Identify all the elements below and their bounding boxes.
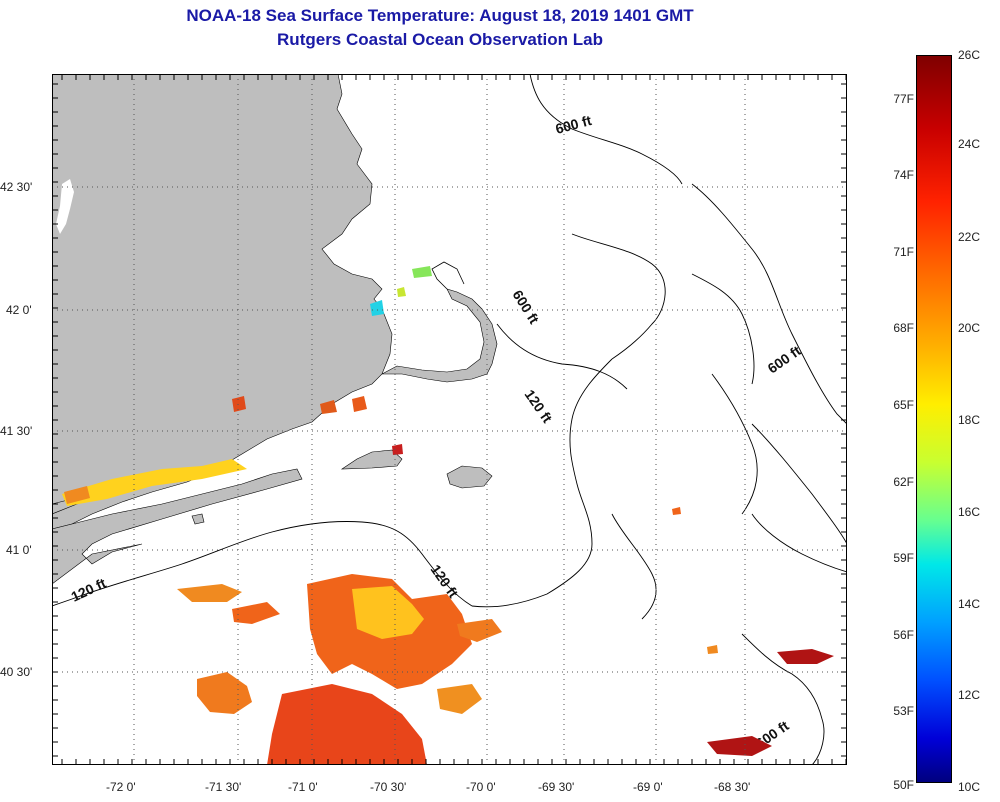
- mainland: [52, 74, 393, 530]
- sst-patch-mid-east: [437, 684, 482, 714]
- sst-patch-north-small: [232, 602, 280, 624]
- sst-patches: [62, 266, 834, 765]
- lat-label-40-30: 40 30': [0, 665, 33, 679]
- map-canvas: 600 ft 600 ft 600 ft 600 ft 120 ft 120 f…: [52, 74, 847, 765]
- sst-patch-bay-1: [232, 396, 246, 412]
- sst-patch-north-west: [177, 584, 242, 602]
- colorbar-f-label: 65F: [893, 398, 914, 412]
- lon-label-71-0: -71 0': [288, 780, 318, 794]
- sst-patch-coastal-orange: [64, 486, 90, 504]
- lat-label-42-0: 42 0': [6, 303, 32, 317]
- sst-patch-green-2: [397, 287, 406, 297]
- inland-lake: [56, 179, 74, 234]
- lat-lon-grid: [52, 74, 847, 765]
- map-title: NOAA-18 Sea Surface Temperature: August …: [186, 6, 694, 25]
- sst-patch-tiny-2: [672, 507, 681, 515]
- sst-patch-west: [197, 672, 252, 714]
- colorbar-c-label: 16C: [958, 505, 981, 519]
- colorbar-c-label: 26C: [958, 48, 981, 62]
- sst-patch-southeast: [707, 736, 772, 756]
- sst-patch-south: [267, 684, 427, 765]
- colorbar-f-label: 50F: [893, 778, 914, 792]
- colorbar-c-label: 14C: [958, 597, 981, 611]
- colorbar-c-label: 18C: [958, 413, 981, 427]
- colorbar-f-label: 71F: [893, 245, 914, 259]
- map-frame: [52, 74, 847, 765]
- sst-patch-bay-3: [352, 396, 367, 412]
- sst-patch-far-east: [777, 649, 834, 664]
- sst-patch-bay-2: [320, 400, 337, 414]
- lon-label-70-30: -70 30': [370, 780, 407, 794]
- sst-map: 600 ft 600 ft 600 ft 600 ft 120 ft 120 f…: [52, 74, 847, 765]
- sst-patch-coastal-strip: [62, 459, 247, 506]
- sst-patch-tiny-1: [707, 645, 718, 654]
- sst-patch-east-small: [457, 619, 502, 642]
- colorbar-f-label: 77F: [893, 92, 914, 106]
- sst-patch-red-island: [392, 444, 403, 455]
- south-coast: [52, 468, 303, 585]
- frame-ticks: [52, 74, 847, 765]
- colorbar-c-label: 22C: [958, 230, 981, 244]
- sst-patch-cyan: [370, 300, 384, 316]
- colorbar-c-label: 10C: [958, 780, 981, 794]
- block-island: [191, 513, 205, 525]
- cape-cod-spit: [431, 261, 465, 290]
- temperature-colorbar: [916, 55, 952, 783]
- bathymetry-contours: [52, 74, 847, 765]
- lon-label-68-30: -68 30': [714, 780, 751, 794]
- lat-label-41-0: 41 0': [6, 543, 32, 557]
- colorbar-f-label: 68F: [893, 321, 914, 335]
- colorbar-f-label: 74F: [893, 168, 914, 182]
- map-subtitle: Rutgers Coastal Ocean Observation Lab: [277, 30, 603, 49]
- colorbar-c-label: 20C: [958, 321, 981, 335]
- colorbar-f-label: 59F: [893, 551, 914, 565]
- lat-label-42-30: 42 30': [0, 180, 33, 194]
- colorbar-c-label: 24C: [958, 137, 981, 151]
- nantucket: [446, 465, 493, 489]
- lat-label-41-30: 41 30': [0, 424, 33, 438]
- colorbar-f-label: 53F: [893, 704, 914, 718]
- lon-label-69-30: -69 30': [538, 780, 575, 794]
- colorbar-f-label: 62F: [893, 475, 914, 489]
- lon-label-69-0: -69 0': [633, 780, 663, 794]
- colorbar-f-label: 56F: [893, 628, 914, 642]
- cape-cod: [381, 288, 498, 383]
- colorbar-c-label: 12C: [958, 688, 981, 702]
- sst-patch-green: [412, 266, 432, 278]
- sst-patch-center-yellow: [352, 586, 424, 639]
- lon-label-72-0: -72 0': [106, 780, 136, 794]
- lon-label-70-0: -70 0': [466, 780, 496, 794]
- lon-label-71-30: -71 30': [205, 780, 242, 794]
